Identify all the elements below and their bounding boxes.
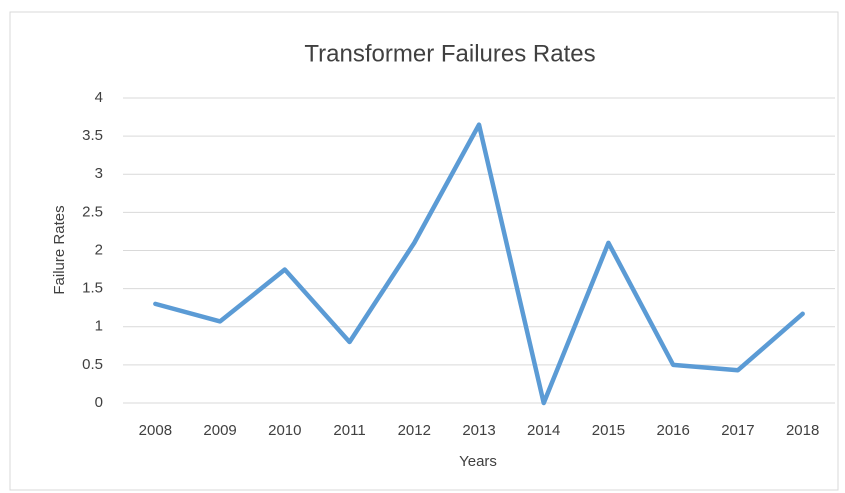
chart-title: Transformer Failures Rates bbox=[304, 40, 595, 67]
x-tick-label: 2017 bbox=[721, 422, 754, 439]
x-tick-label: 2008 bbox=[139, 422, 172, 439]
y-tick-label: 4 bbox=[95, 89, 103, 106]
x-tick-label: 2015 bbox=[592, 422, 625, 439]
x-tick-label: 2012 bbox=[398, 422, 431, 439]
x-tick-label: 2014 bbox=[527, 422, 560, 439]
x-tick-label: 2018 bbox=[786, 422, 819, 439]
line-series bbox=[153, 122, 805, 406]
y-tick-label: 3.5 bbox=[82, 127, 103, 144]
x-tick-label: 2010 bbox=[268, 422, 301, 439]
x-tick-label: 2011 bbox=[333, 422, 365, 439]
y-tick-label: 1.5 bbox=[82, 280, 103, 297]
y-tick-label: 1 bbox=[95, 318, 103, 335]
x-tick-label: 2016 bbox=[656, 422, 689, 439]
x-axis-label: Years bbox=[459, 453, 497, 470]
y-tick-label: 0.5 bbox=[82, 356, 103, 373]
y-tick-label: 2.5 bbox=[82, 203, 103, 220]
y-axis-label: Failure Rates bbox=[51, 205, 68, 294]
y-tick-label: 0 bbox=[95, 394, 103, 411]
x-tick-label: 2009 bbox=[203, 422, 236, 439]
y-tick-label: 2 bbox=[95, 241, 103, 258]
y-tick-label: 3 bbox=[95, 165, 103, 182]
x-tick-label: 2013 bbox=[462, 422, 495, 439]
